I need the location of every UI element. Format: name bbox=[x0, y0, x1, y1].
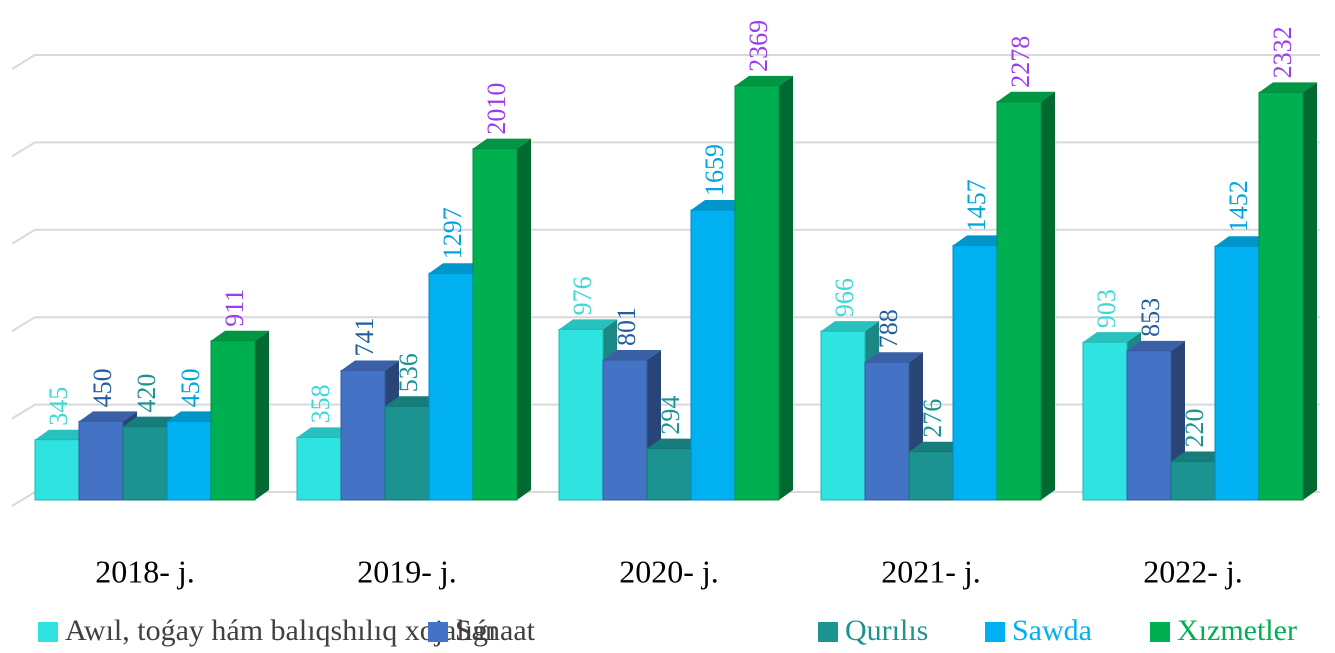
bar-top bbox=[1127, 340, 1185, 351]
bar-top bbox=[1259, 82, 1317, 93]
bar-top bbox=[473, 138, 531, 149]
data-label: 345 bbox=[44, 387, 73, 426]
legend-swatch bbox=[985, 622, 1005, 642]
legend-label: Awıl, toǵay hám balıqshılıq xojalıǵı bbox=[65, 614, 496, 647]
bar bbox=[472, 148, 518, 501]
bar bbox=[602, 359, 648, 501]
data-label: 2010 bbox=[482, 83, 511, 135]
bar-side bbox=[779, 75, 793, 500]
bar-side bbox=[1041, 91, 1055, 500]
bar-top bbox=[735, 75, 793, 86]
bar bbox=[1170, 461, 1216, 501]
x-tick-label: 2019- j. bbox=[357, 553, 457, 589]
data-label: 853 bbox=[1136, 298, 1165, 337]
bar bbox=[428, 272, 474, 501]
legend-swatch bbox=[818, 622, 838, 642]
bar bbox=[558, 328, 604, 501]
bar bbox=[1214, 245, 1260, 501]
bar bbox=[996, 101, 1042, 501]
bar-top bbox=[211, 330, 269, 341]
bar bbox=[78, 420, 124, 501]
bar bbox=[908, 451, 954, 501]
data-label: 420 bbox=[132, 374, 161, 413]
bar bbox=[690, 209, 736, 501]
bar bbox=[34, 439, 80, 501]
legend-swatch bbox=[1150, 622, 1170, 642]
legend-label: Xızmetler bbox=[1177, 614, 1297, 647]
data-label: 966 bbox=[830, 278, 859, 317]
data-label: 294 bbox=[656, 396, 685, 435]
bar bbox=[952, 244, 998, 501]
bar bbox=[734, 85, 780, 501]
grid-line bbox=[11, 316, 1320, 333]
bar-top bbox=[821, 321, 879, 332]
data-label: 276 bbox=[918, 399, 947, 438]
data-label: 801 bbox=[612, 307, 641, 346]
bar bbox=[1082, 341, 1128, 501]
data-label: 1659 bbox=[700, 144, 729, 196]
data-label: 2278 bbox=[1006, 36, 1035, 88]
legend-swatch bbox=[428, 622, 448, 642]
bar bbox=[210, 340, 256, 501]
grid-line bbox=[11, 141, 1320, 158]
x-tick-label: 2021- j. bbox=[881, 553, 981, 589]
data-label: 450 bbox=[88, 368, 117, 407]
bar-side bbox=[1303, 82, 1317, 501]
bar-side bbox=[255, 330, 269, 500]
grid-line bbox=[11, 228, 1320, 245]
data-label: 1452 bbox=[1224, 180, 1253, 232]
bar-top bbox=[79, 411, 137, 422]
data-label: 358 bbox=[306, 384, 335, 423]
data-label: 1457 bbox=[962, 179, 991, 231]
data-label: 903 bbox=[1092, 289, 1121, 328]
bar-top bbox=[559, 319, 617, 330]
legend-label: Qurılıs bbox=[845, 614, 928, 647]
bar bbox=[166, 420, 212, 501]
bar-side bbox=[517, 138, 531, 501]
data-label: 911 bbox=[220, 289, 249, 327]
bar bbox=[1126, 350, 1172, 501]
data-label: 220 bbox=[1180, 409, 1209, 448]
data-label: 788 bbox=[874, 309, 903, 348]
data-label: 450 bbox=[176, 368, 205, 407]
data-label: 1297 bbox=[438, 207, 467, 259]
bar bbox=[1258, 91, 1304, 501]
legend-label: Sanaat bbox=[455, 614, 536, 647]
data-label: 976 bbox=[568, 276, 597, 315]
bar-top bbox=[341, 360, 399, 371]
data-label: 536 bbox=[394, 353, 423, 392]
bar bbox=[340, 369, 386, 501]
legend-swatch bbox=[38, 622, 58, 642]
bar bbox=[122, 426, 168, 501]
bar bbox=[820, 330, 866, 501]
data-label: 2332 bbox=[1268, 26, 1297, 78]
x-tick-label: 2020- j. bbox=[619, 553, 719, 589]
bar-top bbox=[997, 91, 1055, 102]
bar bbox=[296, 436, 342, 501]
grid-line bbox=[11, 54, 1320, 70]
bar bbox=[384, 405, 430, 501]
bar bbox=[646, 448, 692, 501]
legend-label: Sawda bbox=[1012, 614, 1092, 647]
data-label: 2369 bbox=[744, 20, 773, 72]
bar-top bbox=[1083, 332, 1141, 343]
x-tick-label: 2022- j. bbox=[1143, 553, 1243, 589]
x-tick-label: 2018- j. bbox=[95, 553, 195, 589]
bar-top bbox=[865, 352, 923, 363]
bar-top bbox=[603, 349, 661, 360]
data-label: 741 bbox=[350, 317, 379, 356]
bar bbox=[864, 361, 910, 501]
